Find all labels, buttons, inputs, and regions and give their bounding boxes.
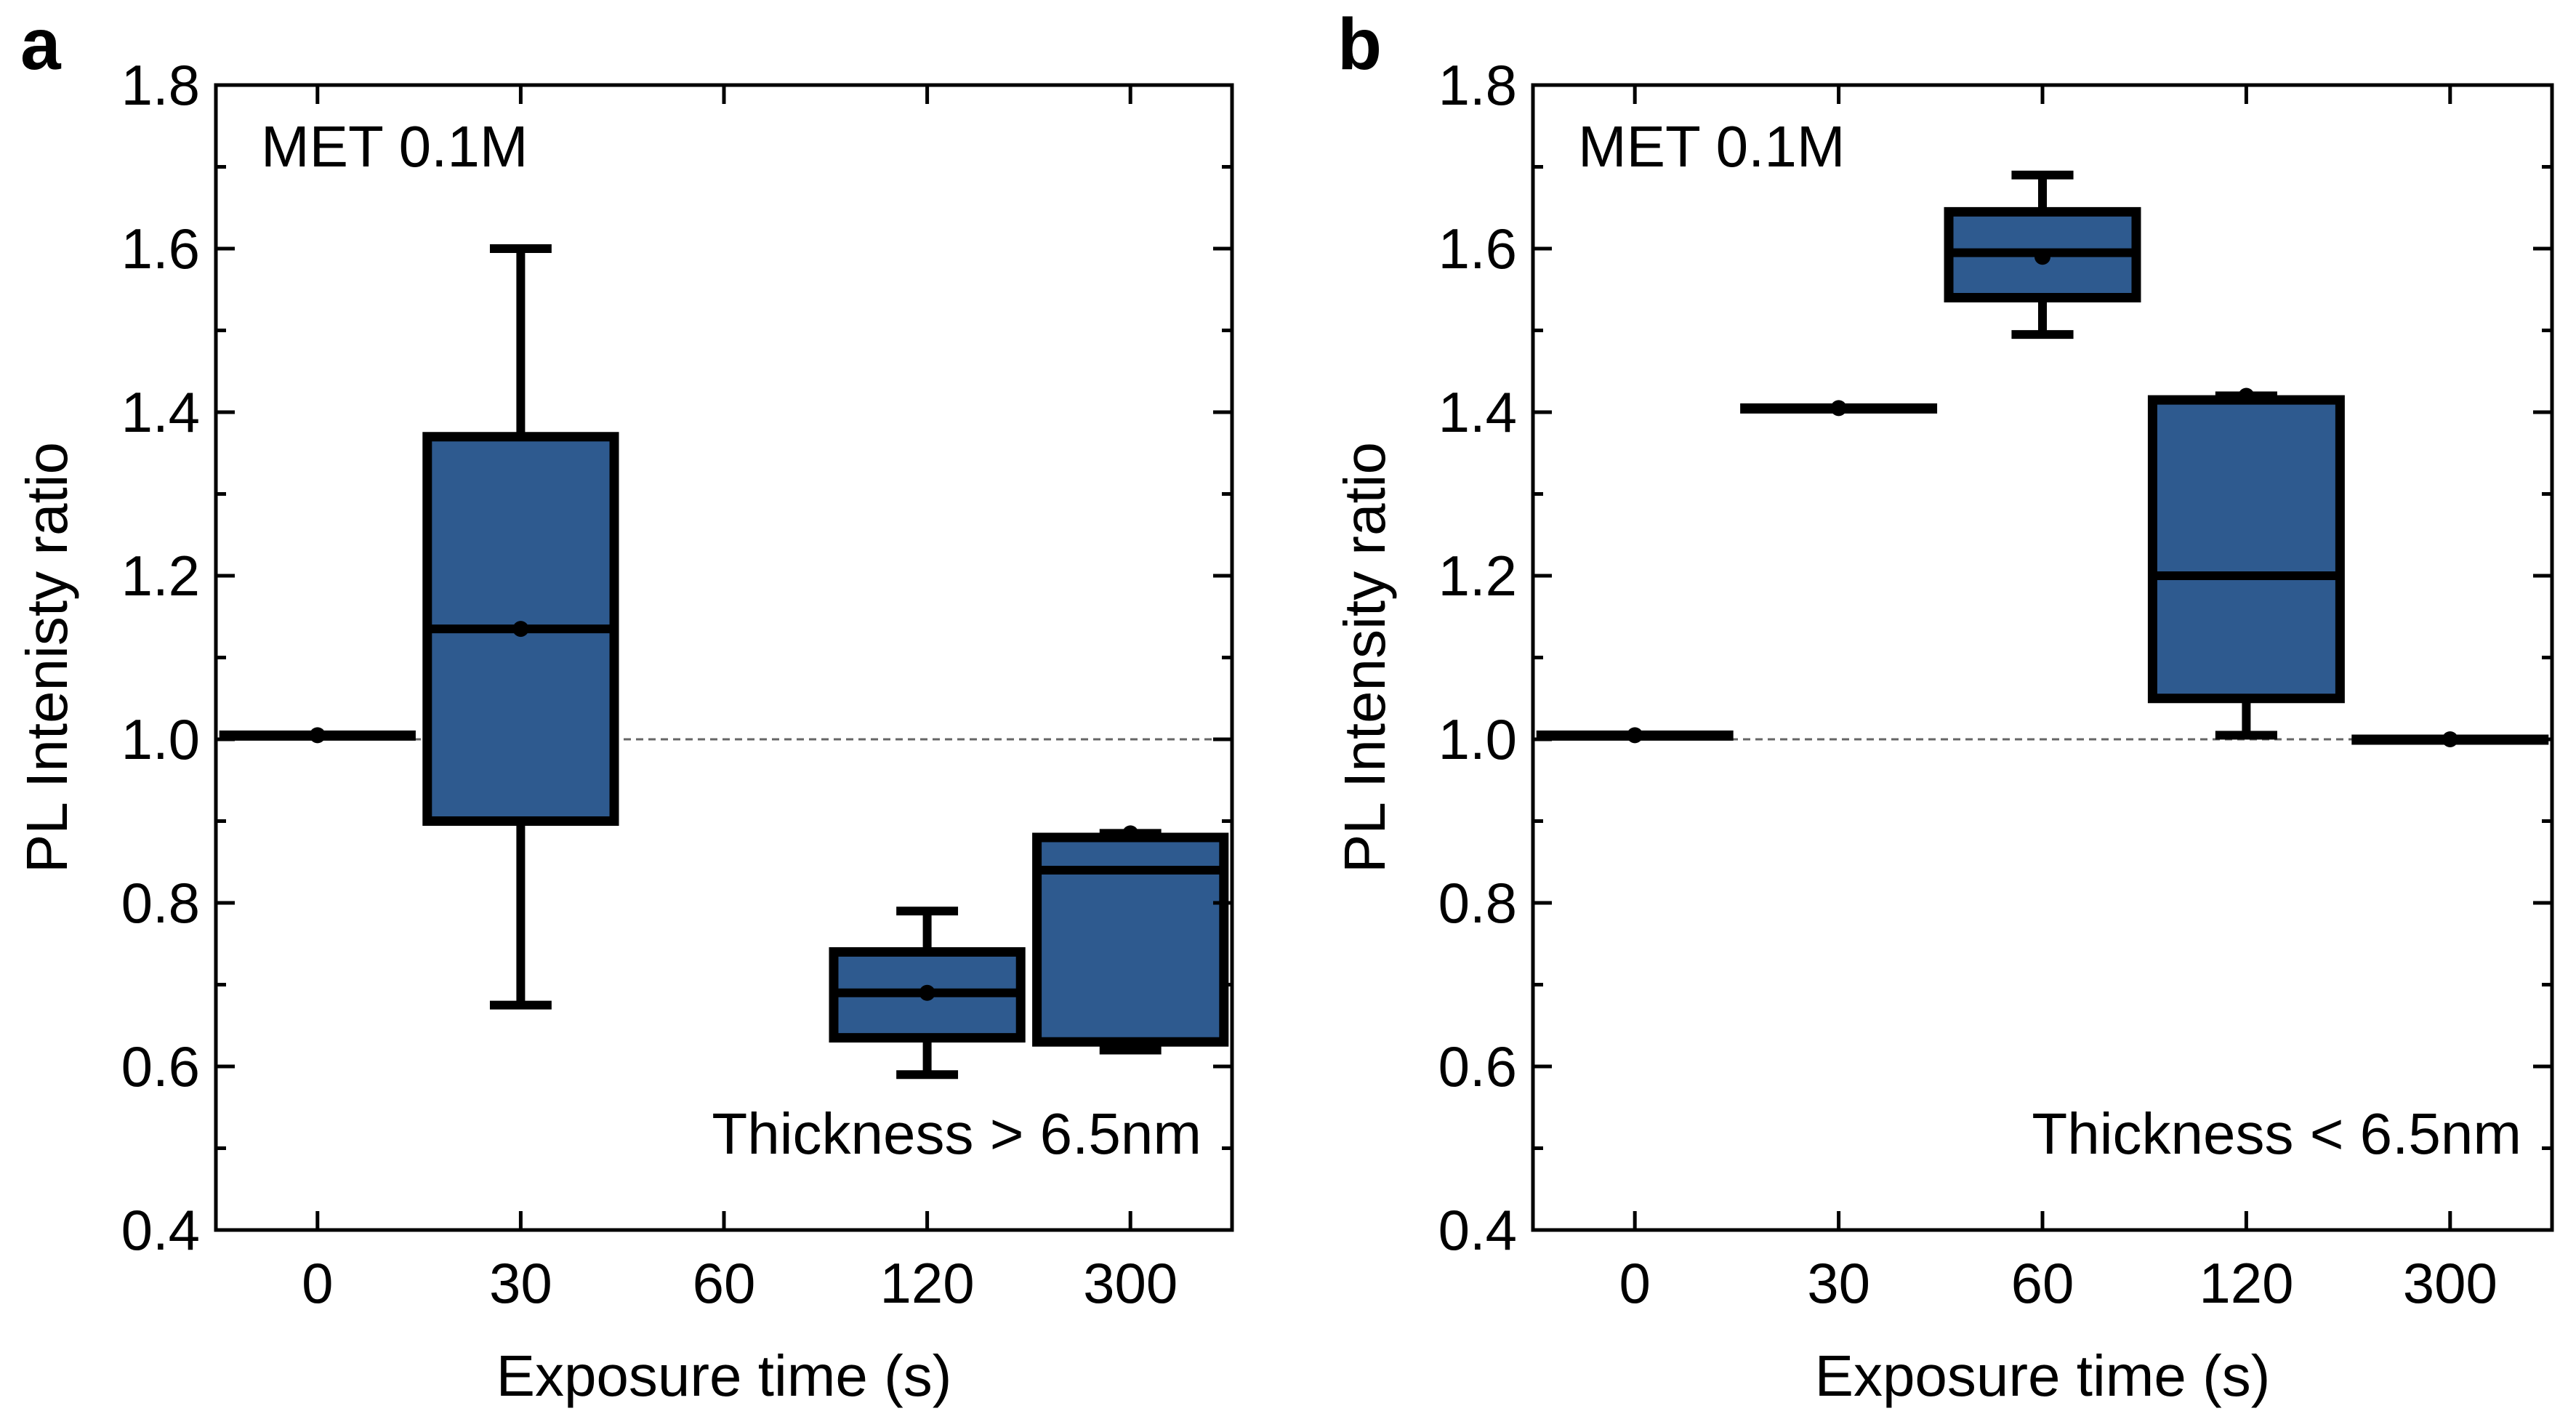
ytick-label-b-2: 0.8: [1438, 871, 1517, 935]
mean-marker-b-0: [1627, 727, 1643, 744]
ytick-label-a-0: 0.4: [121, 1198, 200, 1262]
xtick-label-b-0: 0: [1619, 1251, 1651, 1315]
ytick-label-b-0: 0.4: [1438, 1198, 1517, 1262]
ytick-label-b-5: 1.4: [1438, 380, 1517, 444]
xlabel-a: Exposure time (s): [496, 1343, 952, 1408]
mean-marker-a-0: [309, 727, 326, 744]
annotation-concentration-b: MET 0.1M: [1578, 114, 1846, 179]
xtick-label-a-300: 300: [1083, 1251, 1178, 1315]
xtick-label-a-60: 60: [693, 1251, 756, 1315]
panel-a: a 0.4 0.6 0.8 1.0 1.2 1.4 1.6 1.8 0 30 60 120 300 Exp…: [15, 4, 1234, 1408]
box-a-120: [829, 907, 1026, 1080]
xtick-label-a-0: 0: [302, 1251, 333, 1315]
ytick-label-a-3: 1.0: [121, 707, 200, 771]
box-a-30: [422, 244, 619, 1010]
mean-marker-a-300: [1122, 825, 1139, 842]
xtick-label-b-60: 60: [2011, 1251, 2074, 1315]
box-a-0: [219, 727, 416, 744]
mean-marker-a-30: [512, 621, 529, 638]
plot-frame-a: [214, 83, 1234, 1232]
mean-marker-b-300: [2442, 731, 2458, 747]
ytick-label-a-2: 0.8: [121, 871, 200, 935]
panel-letter-b: b: [1337, 4, 1382, 85]
ytick-label-a-7: 1.8: [121, 53, 200, 117]
ytick-label-b-4: 1.2: [1438, 544, 1517, 608]
box-rect-b-120: [2147, 395, 2345, 704]
xlabel-b: Exposure time (s): [1815, 1343, 2271, 1408]
mean-marker-b-60: [2034, 249, 2050, 265]
box-b-120: [2147, 387, 2345, 740]
annotation-concentration-a: MET 0.1M: [261, 114, 528, 179]
ylabel-b: PL Intensity ratio: [1332, 442, 1397, 873]
xtick-label-a-30: 30: [489, 1251, 552, 1315]
ylabel-a: PL Intenisty ratio: [15, 442, 79, 873]
panel-letter-a: a: [20, 4, 62, 85]
annotation-thickness-a: Thickness > 6.5nm: [712, 1101, 1202, 1166]
box-b-0: [1536, 727, 1734, 744]
box-a-300: [1032, 825, 1229, 1055]
xtick-label-b-120: 120: [2199, 1251, 2293, 1315]
xtick-label-b-300: 300: [2403, 1251, 2497, 1315]
ytick-label-b-3: 1.0: [1438, 707, 1517, 771]
ytick-label-a-4: 1.2: [121, 544, 200, 608]
mean-marker-b-120: [2238, 387, 2255, 404]
ytick-label-a-5: 1.4: [121, 380, 200, 444]
ytick-label-a-1: 0.6: [121, 1034, 200, 1098]
xtick-label-a-120: 120: [880, 1251, 975, 1315]
box-b-300: [2351, 731, 2549, 747]
ytick-label-a-6: 1.6: [121, 217, 200, 281]
xtick-label-b-30: 30: [1807, 1251, 1870, 1315]
ytick-label-b-6: 1.6: [1438, 217, 1517, 281]
box-b-60: [1944, 170, 2141, 339]
panel-b: b 0.4 0.6 0.8 1.0 1.2 1.4 1.6 1.8 0 30 60 120 300 Exp…: [1332, 4, 2554, 1408]
mean-marker-b-30: [1830, 400, 1847, 417]
ytick-label-b-1: 0.6: [1438, 1034, 1517, 1098]
mean-marker-a-120: [919, 984, 935, 1001]
box-b-30: [1740, 400, 1938, 417]
ytick-label-b-7: 1.8: [1438, 53, 1517, 117]
annotation-thickness-b: Thickness < 6.5nm: [2032, 1101, 2521, 1166]
